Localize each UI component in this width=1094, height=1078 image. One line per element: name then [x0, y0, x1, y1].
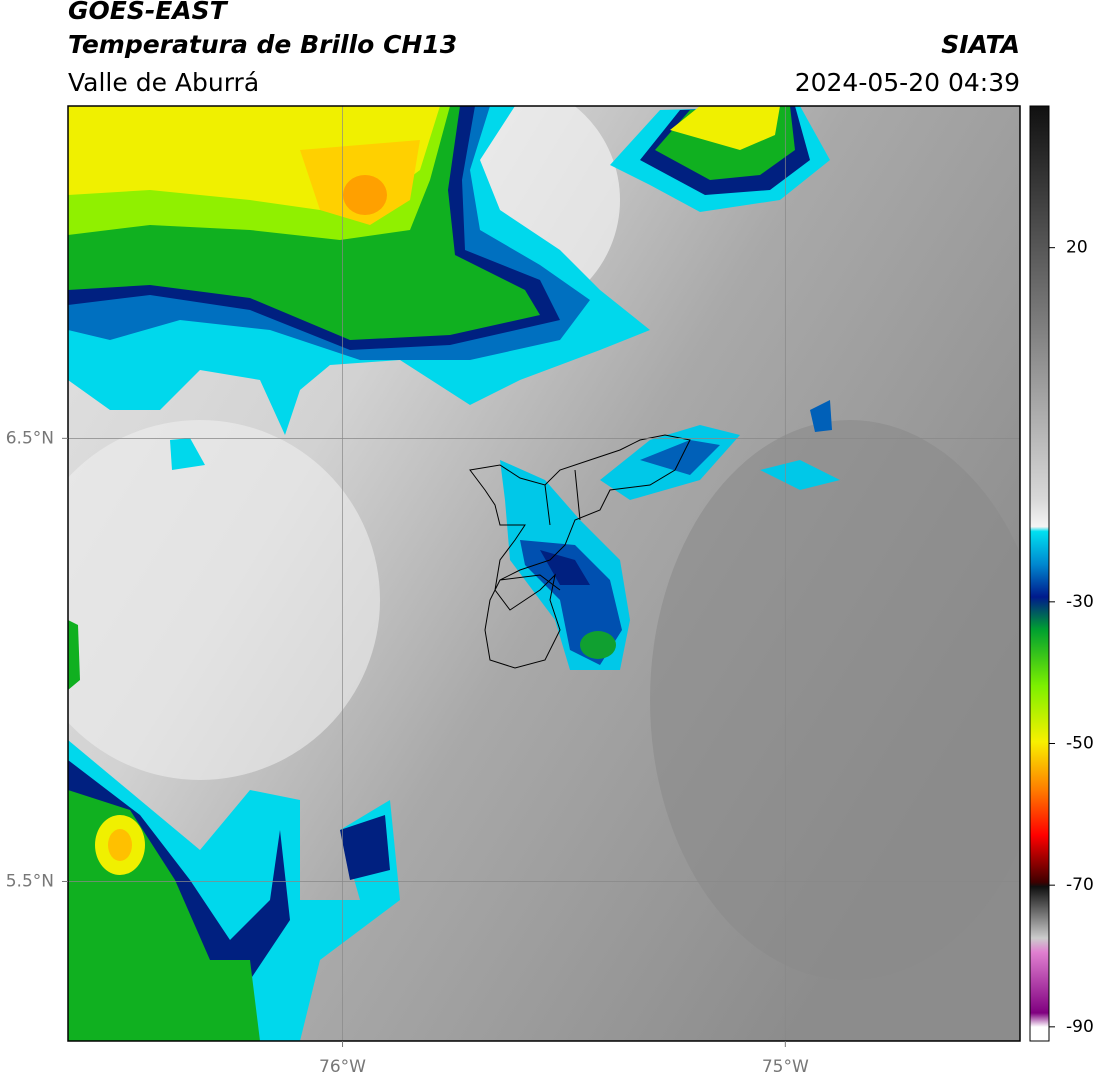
colorbar-tick-label: -50 [1066, 734, 1094, 754]
colorbar [1029, 105, 1050, 1042]
colorbar-tick-label: -70 [1066, 875, 1094, 895]
map-frame [67, 105, 1021, 1042]
colorbar-tick-label: -30 [1066, 592, 1094, 612]
y-tick-label: 6.5°N [6, 428, 54, 448]
colorbar-tick-label: -90 [1066, 1017, 1094, 1037]
x-tick-label: 75°W [762, 1057, 809, 1077]
title: GOES-EAST [68, 0, 229, 25]
colorbar-tick-label: 20 [1066, 238, 1088, 258]
satellite-image [68, 106, 1020, 1041]
x-tick-label: 76°W [319, 1057, 366, 1077]
source: SIATA [941, 30, 1020, 59]
municipal-boundaries [469, 434, 691, 669]
region: Valle de Aburrá [68, 68, 259, 97]
y-tick-label: 5.5°N [6, 871, 54, 891]
timestamp: 2024-05-20 04:39 [795, 68, 1020, 97]
subtitle: Temperatura de Brillo CH13 [68, 30, 457, 59]
